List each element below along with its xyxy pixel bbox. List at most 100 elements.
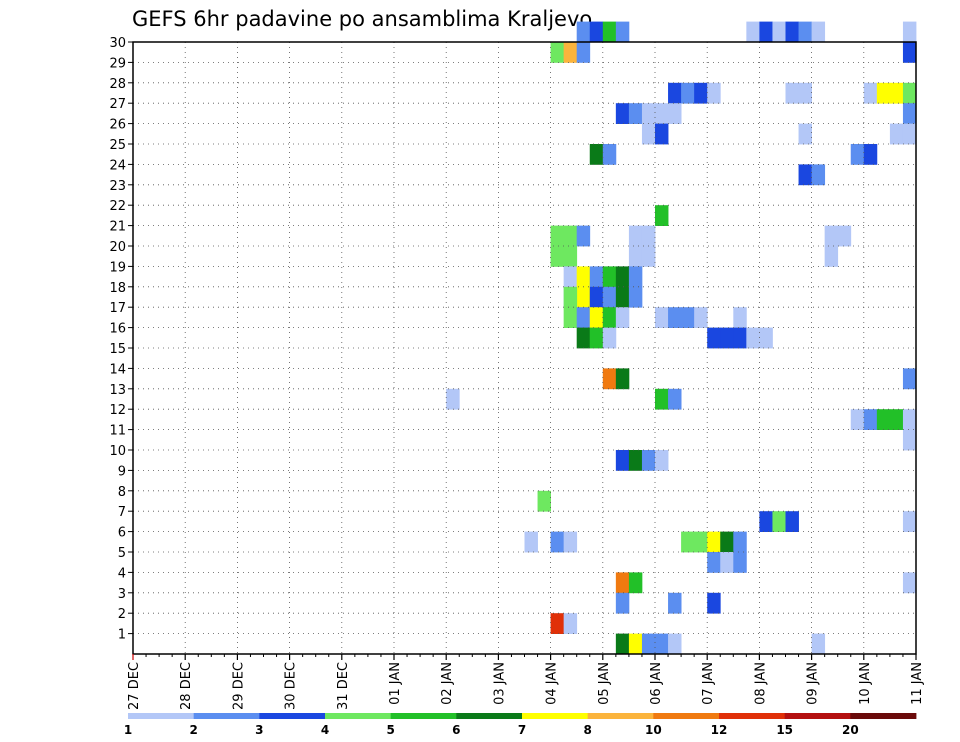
- heatmap-cell: [746, 327, 760, 349]
- colorbar-tick-label: 15: [776, 723, 793, 737]
- heatmap-cell: [681, 531, 695, 553]
- x-tick-label: 27 DEC: [127, 662, 142, 710]
- x-tick-label: 30 DEC: [284, 662, 299, 710]
- colorbar-tick-label: 1: [124, 723, 132, 737]
- colorbar-swatch: [456, 713, 523, 719]
- x-tick-label: 31 DEC: [336, 662, 351, 710]
- colorbar-tick-label: 8: [583, 723, 591, 737]
- heatmap-cell: [576, 21, 591, 43]
- heatmap-cell: [628, 286, 643, 308]
- heatmap-cell: [641, 246, 656, 267]
- heatmap-cell: [655, 123, 669, 145]
- heatmap-cell: [772, 511, 786, 532]
- heatmap-cell: [615, 21, 630, 43]
- colorbar-tick-label: 4: [321, 723, 329, 737]
- x-axis-ticks: 27 DEC 28 DEC 29 DEC 30 DEC 31 DEC 01 JAN 02 J…: [127, 654, 925, 710]
- heatmap-cell: [576, 42, 591, 63]
- heatmap-cell: [785, 511, 799, 532]
- heatmap-cell: [681, 82, 695, 104]
- heatmap-cell: [602, 286, 617, 308]
- colorbar-swatch: [587, 713, 654, 719]
- heatmap-cell: [589, 286, 604, 308]
- y-tick-label: 24: [109, 158, 126, 173]
- heatmap-cell: [550, 531, 565, 553]
- colorbar-swatch: [390, 713, 457, 719]
- heatmap-cell: [615, 286, 630, 308]
- heatmap-cell: [628, 633, 643, 655]
- heatmap-cell: [537, 490, 551, 512]
- heatmap-cell: [694, 531, 708, 553]
- y-tick-label: 11: [109, 424, 126, 439]
- heatmap-cell: [550, 613, 565, 634]
- heatmap-cell: [615, 572, 630, 594]
- heatmap-cell: [707, 327, 721, 349]
- heatmap-cell: [628, 246, 643, 267]
- heatmap-cell: [902, 82, 917, 104]
- x-tick-label: 01 JAN: [388, 662, 403, 705]
- colorbar: 1 2 3 4 5 6 7 8 10 12 15 20: [124, 713, 917, 737]
- heatmap-cell: [628, 450, 643, 471]
- heatmap-cell: [628, 266, 643, 288]
- heatmap-cell: [668, 103, 682, 124]
- heatmap-cell: [576, 327, 591, 349]
- y-axis-ticks: 1234567891011121314151617181920212223242…: [109, 36, 133, 643]
- heatmap-cell: [628, 225, 643, 247]
- y-tick-label: 16: [109, 322, 126, 337]
- heatmap-cell: [876, 409, 891, 430]
- heatmap-cell: [694, 82, 708, 104]
- heatmap-cell: [876, 82, 891, 104]
- heatmap-cell: [668, 592, 682, 614]
- x-tick-label: 04 JAN: [545, 662, 560, 705]
- y-tick-label: 28: [109, 77, 126, 92]
- heatmap-cell: [615, 307, 630, 328]
- heatmap-cell: [641, 633, 656, 655]
- y-tick-label: 2: [118, 607, 126, 622]
- heatmap-cell: [902, 572, 917, 594]
- heatmap-cell: [707, 531, 721, 553]
- heatmap-cell: [550, 42, 565, 63]
- heatmap-cell: [563, 42, 578, 63]
- heatmap-cell: [576, 266, 591, 288]
- heatmap-cell: [707, 552, 721, 573]
- heatmap-cell: [615, 450, 630, 471]
- y-tick-label: 1: [118, 628, 126, 643]
- heatmap-cell: [811, 633, 826, 655]
- heatmap-cell: [641, 225, 656, 247]
- heatmap-cell: [798, 21, 812, 43]
- colorbar-tick-label: 7: [518, 723, 526, 737]
- heatmap-cell: [902, 368, 917, 390]
- heatmap-cell: [681, 307, 695, 328]
- heatmap-cell: [563, 286, 578, 308]
- heatmap-cell: [628, 572, 643, 594]
- heatmap-cell: [902, 511, 917, 532]
- heatmap-cell: [733, 327, 747, 349]
- colorbar-tick-label: 5: [386, 723, 394, 737]
- heatmap-cell: [615, 368, 630, 390]
- y-tick-label: 27: [109, 97, 126, 112]
- heatmap-cell: [889, 409, 904, 430]
- heatmap-cell: [824, 225, 839, 247]
- x-tick-label: 11 JAN: [910, 662, 925, 705]
- y-tick-label: 20: [109, 240, 126, 255]
- heatmap-cell: [694, 307, 708, 328]
- heatmap-cell: [668, 633, 682, 655]
- heatmap-cell: [785, 82, 799, 104]
- heatmap-cell: [902, 42, 917, 63]
- y-tick-label: 12: [109, 403, 126, 418]
- heatmap-cell: [759, 327, 773, 349]
- heatmap-cell: [902, 123, 917, 145]
- y-tick-label: 22: [109, 199, 126, 214]
- heatmap-cell: [550, 225, 565, 247]
- heatmap-cell: [798, 164, 812, 186]
- heatmap-cell: [668, 307, 682, 328]
- heatmap-cell: [641, 450, 656, 471]
- heatmap-cell: [563, 266, 578, 288]
- heatmap-cells: [446, 21, 917, 655]
- heatmap-cell: [576, 307, 591, 328]
- chart-title: GEFS 6hr padavine po ansamblima Kraljevo: [132, 7, 592, 31]
- heatmap-cell: [733, 531, 747, 553]
- heatmap-cell: [850, 409, 865, 430]
- colorbar-swatch: [259, 713, 326, 719]
- colorbar-swatch: [850, 713, 917, 719]
